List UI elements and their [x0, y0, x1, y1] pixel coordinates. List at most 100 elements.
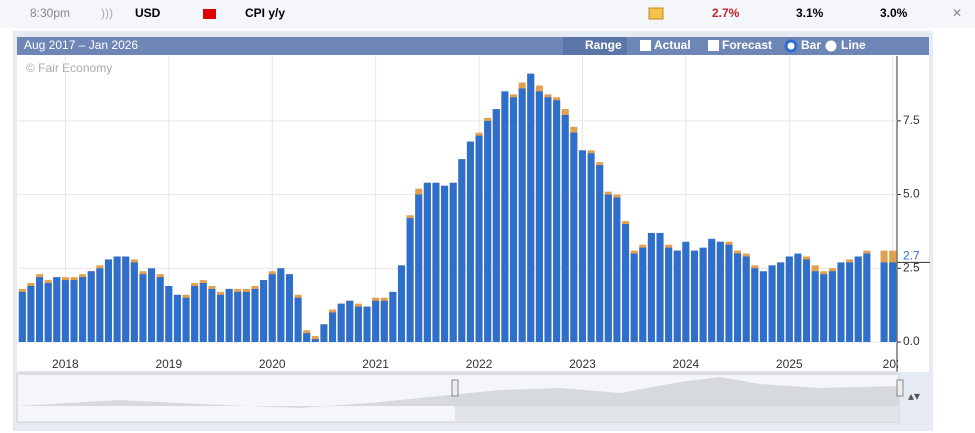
- line-radio[interactable]: [825, 40, 837, 52]
- y-tick-label: 5.0: [903, 187, 920, 201]
- actual-bar: [139, 274, 147, 342]
- actual-bar: [699, 247, 707, 342]
- actual-bar: [242, 291, 250, 342]
- actual-bar: [820, 274, 828, 342]
- actual-bar: [148, 268, 156, 342]
- actual-bar: [156, 277, 164, 342]
- actual-bar: [854, 256, 862, 342]
- actual-bar: [604, 194, 612, 342]
- actual-bar: [751, 268, 759, 342]
- actual-bar: [70, 280, 78, 342]
- actual-bar: [432, 182, 440, 342]
- actual-bar: [173, 294, 181, 342]
- row-bg: [0, 0, 975, 28]
- actual-bar: [406, 218, 414, 342]
- actual-bar: [708, 238, 716, 342]
- bar-radio[interactable]: [784, 39, 798, 53]
- actual-bar: [475, 135, 483, 342]
- actual-bar: [863, 253, 871, 342]
- actual-bar: [846, 262, 854, 342]
- actual-bar: [182, 297, 190, 342]
- x-tick-label: 2023: [569, 357, 596, 371]
- actual-bar: [337, 303, 345, 342]
- actual-bar: [647, 232, 655, 342]
- actual-bar: [104, 259, 113, 342]
- actual-bar: [234, 291, 242, 342]
- actual-bar: [484, 120, 492, 342]
- line-option: Line: [841, 38, 866, 52]
- actual-bar: [311, 339, 319, 342]
- actual-bar: [777, 262, 785, 342]
- plot: 2018 2019 2020 2021 2022 2023 2024 2025 202: [18, 56, 898, 371]
- y-tick-label: 7.5: [903, 113, 920, 127]
- actual-checkbox[interactable]: [640, 40, 651, 51]
- actual-bar: [216, 294, 225, 342]
- actual-bar: [329, 312, 337, 342]
- scroll-arrows[interactable]: ▴▾: [908, 389, 920, 403]
- actual-bar: [630, 253, 638, 342]
- x-tick-label: 2021: [362, 357, 389, 371]
- actual-bar: [768, 265, 776, 342]
- actual-bar: [742, 256, 750, 342]
- actual-bar: [27, 285, 35, 342]
- previous: 3.0%: [880, 6, 908, 20]
- actual-bar: [759, 271, 767, 342]
- actual-bar: [665, 247, 673, 342]
- navigator-handle-right[interactable]: [896, 379, 904, 397]
- chart-range-title: Aug 2017 – Jan 2026: [24, 38, 138, 52]
- actual-bar: [596, 165, 604, 342]
- actual-bar: [389, 291, 397, 342]
- actual-bar: [122, 256, 130, 342]
- detail-icon[interactable]: [648, 7, 664, 20]
- actual-bar: [794, 253, 802, 342]
- actual-bar: [802, 259, 811, 342]
- close-button[interactable]: ✕: [952, 6, 962, 20]
- x-tick-label: 2020: [259, 357, 286, 371]
- y-tick-label: 2.5: [903, 260, 920, 274]
- actual-bar: [880, 262, 888, 342]
- actual-bar: [785, 256, 793, 342]
- actual-bar: [130, 262, 138, 342]
- actual-bar: [18, 291, 26, 342]
- range-button[interactable]: [563, 37, 627, 55]
- actual-bar: [320, 324, 328, 342]
- actual-bar: [578, 150, 586, 342]
- event[interactable]: CPI y/y: [245, 6, 285, 20]
- actual-bar: [191, 285, 199, 342]
- currency: USD: [135, 6, 161, 20]
- range-label: Range: [585, 38, 622, 52]
- actual: 2.7%: [712, 6, 740, 20]
- actual-bar: [199, 283, 207, 342]
- forecast-checkbox[interactable]: [708, 40, 719, 51]
- actual-bar: [613, 197, 621, 342]
- x-tick-label: 2022: [466, 357, 493, 371]
- navigator-scrollbar[interactable]: [455, 406, 899, 422]
- actual-bar: [415, 194, 423, 342]
- actual-bar: [285, 274, 293, 342]
- actual-bar: [673, 250, 681, 342]
- actual-bar: [225, 288, 233, 342]
- navigator-area: [17, 377, 899, 408]
- actual-bar: [36, 277, 44, 342]
- actual-bar: [251, 288, 259, 342]
- actual-toggle: Actual: [654, 38, 691, 52]
- actual-bar: [208, 288, 216, 342]
- actual-bar: [734, 253, 742, 342]
- actual-bar: [96, 268, 104, 342]
- sound-icon[interactable]: ))): [101, 6, 113, 20]
- actual-bar: [423, 182, 431, 342]
- actual-bar: [260, 280, 268, 342]
- forecast-toggle: Forecast: [722, 38, 772, 52]
- actual-bar: [639, 247, 647, 342]
- actual-bar: [656, 232, 664, 342]
- navigator-handle-left[interactable]: [451, 379, 459, 397]
- actual-bar: [527, 73, 535, 342]
- actual-bar: [501, 91, 509, 343]
- current-value-label: 2.7: [903, 249, 920, 263]
- actual-bar: [79, 277, 87, 342]
- actual-bar: [828, 271, 836, 342]
- actual-bar: [570, 132, 578, 342]
- actual-bar: [622, 224, 630, 342]
- forecast: 3.1%: [796, 6, 824, 20]
